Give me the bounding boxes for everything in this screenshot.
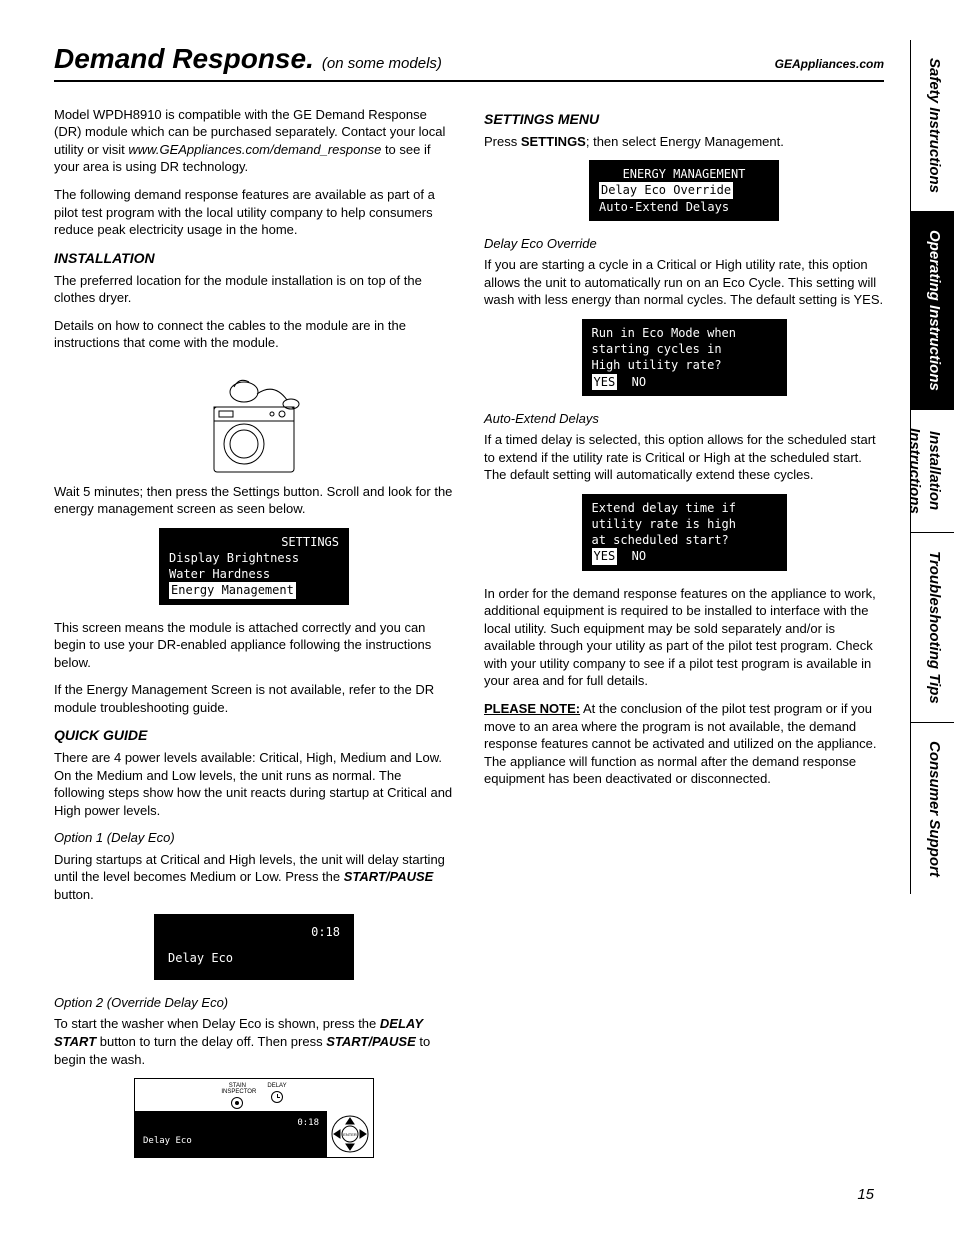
delay-eco-override-heading: Delay Eco Override bbox=[484, 235, 884, 253]
option2-text: To start the washer when Delay Eco is sh… bbox=[54, 1015, 454, 1068]
stain-inspector-button: Stain Inspector bbox=[221, 1083, 253, 1109]
lcd-line: Water Hardness bbox=[169, 566, 339, 582]
lcd-time: 0:18 bbox=[168, 924, 340, 940]
tab-operating[interactable]: Operating Instructions bbox=[910, 212, 954, 410]
panel-lcd: 0:18 Delay Eco bbox=[135, 1111, 327, 1157]
option1-heading: Option 1 (Delay Eco) bbox=[54, 829, 454, 847]
page-title: Demand Response. bbox=[54, 40, 314, 78]
lcd-line: ENERGY MANAGEMENT bbox=[599, 166, 769, 182]
lcd-yes: YES bbox=[592, 374, 618, 390]
control-panel-illustration: Stain Inspector Delay 0:18 Delay Eco bbox=[134, 1078, 374, 1158]
installation-p2: Details on how to connect the cables to … bbox=[54, 317, 454, 352]
right-column: SETTINGS MENU Press SETTINGS; then selec… bbox=[484, 106, 884, 1159]
page-subtitle: (on some models) bbox=[322, 54, 442, 74]
header-url: GEAppliances.com bbox=[775, 56, 884, 72]
lcd-label: Delay Eco bbox=[168, 950, 340, 966]
installation-p3: This screen means the module is attached… bbox=[54, 619, 454, 672]
left-column: Model WPDH8910 is compatible with the GE… bbox=[54, 106, 454, 1159]
lcd-line: Auto-Extend Delays bbox=[599, 199, 769, 215]
auto-extend-text: If a timed delay is selected, this optio… bbox=[484, 431, 884, 484]
installation-p4: If the Energy Management Screen is not a… bbox=[54, 681, 454, 716]
svg-text:ENTER: ENTER bbox=[343, 1132, 357, 1137]
lcd-delay-eco-screen: 0:18 Delay Eco bbox=[154, 914, 354, 980]
lcd-highlight: Delay Eco Override bbox=[599, 182, 733, 198]
lcd-line: High utility rate? bbox=[592, 357, 777, 373]
intro-paragraph-1: Model WPDH8910 is compatible with the GE… bbox=[54, 106, 454, 176]
additional-equipment-text: In order for the demand response feature… bbox=[484, 585, 884, 690]
lcd-no: NO bbox=[632, 375, 646, 389]
delay-button: Delay bbox=[267, 1083, 286, 1109]
settings-menu-text: Press SETTINGS; then select Energy Manag… bbox=[484, 133, 884, 151]
side-tabs: Safety Instructions Operating Instructio… bbox=[910, 40, 954, 1195]
lcd-line: Extend delay time if bbox=[592, 500, 777, 516]
tab-safety[interactable]: Safety Instructions bbox=[910, 40, 954, 212]
option2-heading: Option 2 (Override Delay Eco) bbox=[54, 994, 454, 1012]
lcd-extend-delay-screen: Extend delay time if utility rate is hig… bbox=[582, 494, 787, 571]
delay-eco-override-text: If you are starting a cycle in a Critica… bbox=[484, 256, 884, 309]
installation-wait-text: Wait 5 minutes; then press the Settings … bbox=[54, 483, 454, 518]
option1-text: During startups at Critical and High lev… bbox=[54, 851, 454, 904]
quick-guide-heading: QUICK GUIDE bbox=[54, 726, 454, 745]
quick-guide-p1: There are 4 power levels available: Crit… bbox=[54, 749, 454, 819]
washer-illustration bbox=[179, 362, 329, 477]
lcd-no: NO bbox=[632, 549, 646, 563]
lcd-line: at scheduled start? bbox=[592, 532, 777, 548]
tab-consumer-support[interactable]: Consumer Support bbox=[910, 723, 954, 895]
button-icon bbox=[231, 1097, 243, 1109]
lcd-yes: YES bbox=[592, 548, 618, 564]
intro-paragraph-2: The following demand response features a… bbox=[54, 186, 454, 239]
please-note-text: PLEASE NOTE: At the conclusion of the pi… bbox=[484, 700, 884, 788]
installation-heading: INSTALLATION bbox=[54, 249, 454, 268]
lcd-line: SETTINGS bbox=[169, 534, 339, 550]
clock-icon bbox=[271, 1091, 283, 1103]
lcd-line: starting cycles in bbox=[592, 341, 777, 357]
tab-troubleshooting[interactable]: Troubleshooting Tips bbox=[910, 533, 954, 723]
lcd-energy-mgmt-screen: ENERGY MANAGEMENT Delay Eco Override Aut… bbox=[589, 160, 779, 221]
installation-p1: The preferred location for the module in… bbox=[54, 272, 454, 307]
settings-menu-heading: SETTINGS MENU bbox=[484, 110, 884, 129]
page-number: 15 bbox=[857, 1185, 874, 1205]
lcd-line: Display Brightness bbox=[169, 550, 339, 566]
page-header: Demand Response. (on some models) GEAppl… bbox=[54, 40, 884, 82]
tab-installation[interactable]: InstallationInstructions bbox=[910, 410, 954, 533]
dpad-control: ENTER bbox=[327, 1111, 373, 1157]
auto-extend-heading: Auto-Extend Delays bbox=[484, 410, 884, 428]
lcd-line: Run in Eco Mode when bbox=[592, 325, 777, 341]
lcd-eco-mode-screen: Run in Eco Mode when starting cycles in … bbox=[582, 319, 787, 396]
lcd-settings-screen: SETTINGS Display Brightness Water Hardne… bbox=[159, 528, 349, 605]
main-content: Demand Response. (on some models) GEAppl… bbox=[54, 40, 910, 1195]
lcd-line: utility rate is high bbox=[592, 516, 777, 532]
lcd-highlight: Energy Management bbox=[169, 582, 296, 598]
